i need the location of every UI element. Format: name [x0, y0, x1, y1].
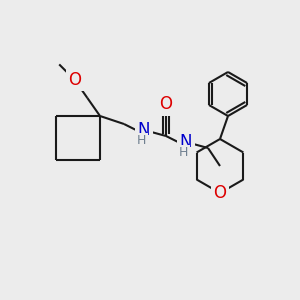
- Text: O: O: [160, 95, 172, 113]
- Text: H: H: [136, 134, 146, 148]
- Text: H: H: [178, 146, 188, 160]
- Text: O: O: [214, 184, 226, 202]
- Text: O: O: [68, 71, 81, 89]
- Text: N: N: [138, 121, 150, 139]
- Text: N: N: [180, 133, 192, 151]
